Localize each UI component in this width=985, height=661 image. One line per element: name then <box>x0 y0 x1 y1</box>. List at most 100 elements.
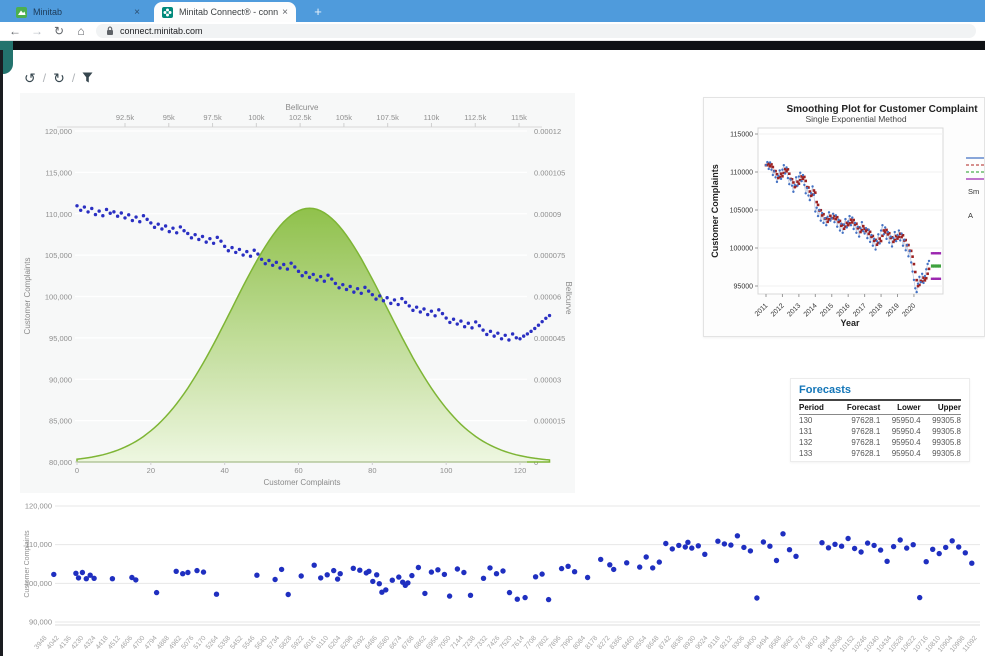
svg-text:Customer Complaints: Customer Complaints <box>264 478 341 487</box>
svg-text:5640: 5640 <box>254 635 269 651</box>
svg-text:8554: 8554 <box>633 635 648 651</box>
svg-text:5734: 5734 <box>266 635 281 651</box>
svg-text:80,000: 80,000 <box>49 458 72 467</box>
svg-text:5170: 5170 <box>193 635 208 651</box>
history-icon[interactable]: ↺ <box>24 69 36 86</box>
svg-text:5076: 5076 <box>180 635 195 651</box>
lock-icon <box>107 26 113 35</box>
svg-text:0.00006: 0.00006 <box>534 293 561 302</box>
actual-series <box>764 160 931 294</box>
svg-text:2013: 2013 <box>786 302 802 318</box>
svg-text:7896: 7896 <box>548 635 563 651</box>
app-logo-corner <box>0 41 13 74</box>
svg-text:4324: 4324 <box>82 635 97 651</box>
refresh-icon[interactable]: ↻ <box>53 69 65 86</box>
svg-text:Sm: Sm <box>968 187 979 196</box>
svg-text:Bellcurve: Bellcurve <box>286 103 319 112</box>
svg-text:0.000105: 0.000105 <box>534 168 565 177</box>
reload-button[interactable]: ↻ <box>53 24 65 38</box>
forecasts-title: Forecasts <box>799 384 851 396</box>
svg-text:6486: 6486 <box>364 635 379 651</box>
bellcurve-area <box>76 207 551 463</box>
svg-text:8178: 8178 <box>584 635 599 651</box>
browser-tab-minitab-connect[interactable]: Minitab Connect® - connect.min × <box>154 2 296 22</box>
home-button[interactable]: ⌂ <box>77 24 85 38</box>
svg-text:2012: 2012 <box>770 302 786 318</box>
svg-text:6204: 6204 <box>327 635 342 651</box>
tab-close-icon[interactable]: × <box>282 6 288 18</box>
svg-text:6956: 6956 <box>425 635 440 651</box>
tab-title: Minitab <box>33 7 63 17</box>
svg-text:Year: Year <box>840 318 860 328</box>
svg-text:6768: 6768 <box>401 635 416 651</box>
table-row: 131 97628.1 95950.4 99305.8 <box>799 427 961 436</box>
svg-text:Customer Complaints: Customer Complaints <box>710 164 720 258</box>
svg-text:0.000075: 0.000075 <box>534 251 565 260</box>
svg-text:97.5k: 97.5k <box>203 113 222 122</box>
svg-text:95000: 95000 <box>734 284 754 291</box>
pi-upper-point <box>937 252 942 255</box>
svg-text:8272: 8272 <box>596 635 611 651</box>
tab-close-icon[interactable]: × <box>134 6 140 18</box>
legend-truncated: Sm A <box>966 157 984 220</box>
svg-text:4136: 4136 <box>58 635 73 651</box>
svg-text:2018: 2018 <box>869 302 885 318</box>
svg-text:105k: 105k <box>336 113 353 122</box>
filter-icon[interactable] <box>82 70 93 86</box>
svg-text:Bellcurve: Bellcurve <box>564 282 573 315</box>
svg-text:100k: 100k <box>248 113 265 122</box>
new-tab-button[interactable]: + <box>314 4 322 19</box>
bottom-scatter-series <box>51 531 975 603</box>
svg-text:0.000045: 0.000045 <box>534 334 565 343</box>
forecast-point <box>933 264 937 268</box>
svg-text:0.00012: 0.00012 <box>534 127 561 136</box>
svg-text:Single Exponential Method: Single Exponential Method <box>805 114 906 124</box>
column-header: Period <box>799 399 834 415</box>
pi-lower-point <box>930 277 935 280</box>
url-field[interactable]: connect.minitab.com <box>96 24 976 38</box>
svg-text:7802: 7802 <box>535 635 550 651</box>
svg-text:7238: 7238 <box>462 635 477 651</box>
svg-text:9682: 9682 <box>780 635 795 651</box>
column-header: Forecast <box>833 399 881 415</box>
svg-text:80: 80 <box>368 466 376 475</box>
toolbar-separator: / <box>71 71 76 85</box>
complaints-scatter-series <box>75 204 552 342</box>
svg-text:Customer Complaints: Customer Complaints <box>24 530 31 598</box>
main-plot: 120,000 0.00012 115,000 0.000105 110,000 0.00… <box>23 103 573 487</box>
svg-text:8836: 8836 <box>670 635 685 651</box>
svg-text:110k: 110k <box>424 113 440 122</box>
forecasts-table: Period Forecast Lower Upper 130 97628.1 95950… <box>799 399 961 459</box>
svg-text:6016: 6016 <box>303 635 318 651</box>
svg-text:4606: 4606 <box>119 635 134 651</box>
svg-text:4794: 4794 <box>144 635 159 651</box>
svg-text:Customer Complaints: Customer Complaints <box>23 258 32 335</box>
svg-text:100000: 100000 <box>730 246 753 253</box>
back-button[interactable]: ← <box>9 24 21 38</box>
svg-text:0.00003: 0.00003 <box>534 375 561 384</box>
svg-text:7426: 7426 <box>486 635 501 651</box>
svg-text:2020: 2020 <box>901 302 917 318</box>
svg-text:120,000: 120,000 <box>45 127 72 136</box>
dashboard-toolbar: ↺ / ↻ / <box>24 68 93 88</box>
svg-text:95k: 95k <box>163 113 175 122</box>
complaints-scatter-chart: 120,000 110,000 100,000 90,000 Customer Comp… <box>22 490 985 656</box>
browser-tab-minitab[interactable]: Minitab × <box>8 2 148 22</box>
svg-text:7332: 7332 <box>474 635 489 651</box>
svg-text:92.5k: 92.5k <box>116 113 135 122</box>
svg-text:3948: 3948 <box>33 635 48 651</box>
browser-address-bar: ← → ↻ ⌂ connect.minitab.com <box>0 22 985 41</box>
svg-text:9494: 9494 <box>756 635 771 651</box>
forward-button[interactable]: → <box>31 24 43 38</box>
svg-text:7614: 7614 <box>511 635 526 651</box>
svg-text:8742: 8742 <box>658 635 673 651</box>
svg-text:100: 100 <box>440 466 453 475</box>
svg-text:60: 60 <box>294 466 302 475</box>
svg-text:4230: 4230 <box>70 635 85 651</box>
minitab-connect-favicon <box>162 6 173 18</box>
svg-text:90,000: 90,000 <box>29 618 52 627</box>
forecast-point <box>930 264 935 268</box>
pi-lower-point <box>933 277 937 280</box>
svg-text:40: 40 <box>220 466 228 475</box>
svg-text:115k: 115k <box>511 113 527 122</box>
